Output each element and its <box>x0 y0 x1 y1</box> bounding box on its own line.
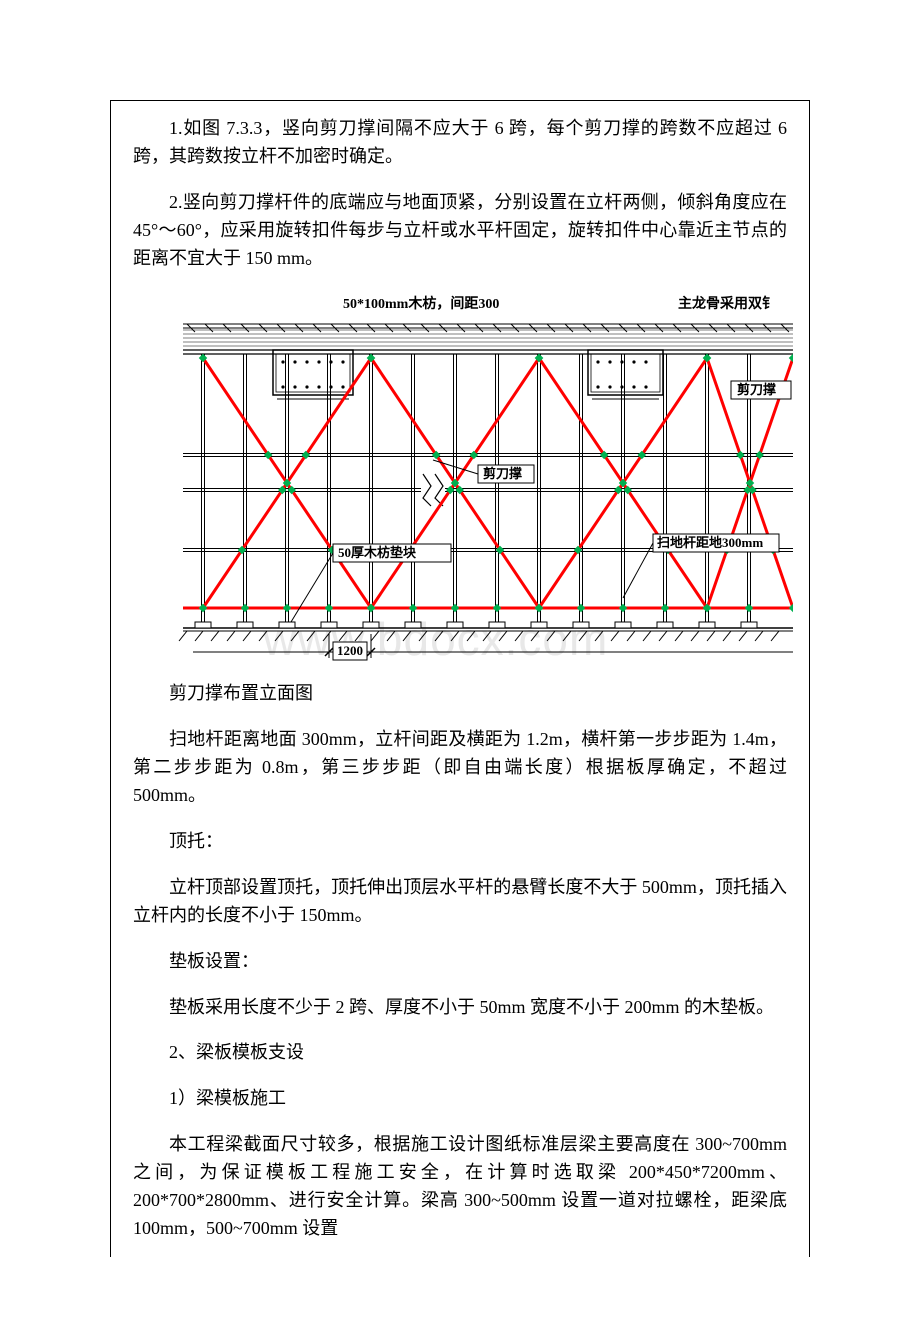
paragraph-8: 本工程梁截面尺寸较多，根据施工设计图纸标准层梁主要高度在 300~700mm 之… <box>133 1131 787 1243</box>
paragraph-2: 2.竖向剪刀撑杆件的底端应与地面顶紧，分别设置在立杆两侧，倾斜角度应在 45°～… <box>133 189 787 273</box>
paragraph-4: 立杆顶部设置顶托，顶托伸出顶层水平杆的悬臂长度不大于 500mm，顶托插入立杆内… <box>133 874 787 930</box>
paragraph-1: 1.如图 7.3.3，竖向剪刀撑间隔不应大于 6 跨，每个剪刀撑的跨数不应超过 … <box>133 115 787 171</box>
svg-text:1200: 1200 <box>337 643 363 658</box>
document-content-frame: 1.如图 7.3.3，竖向剪刀撑间隔不应大于 6 跨，每个剪刀撑的跨数不应超过 … <box>110 100 810 1257</box>
paragraph-6: 2、梁板模板支设 <box>133 1039 787 1067</box>
svg-text:50厚木枋垫块: 50厚木枋垫块 <box>338 545 417 560</box>
diagram-elevation: www.bdocx.com50*100mm木枋，间距300主龙骨采用双钅剪刀撑剪… <box>133 290 787 670</box>
paragraph-5: 垫板采用长度不少于 2 跨、厚度不小于 50mm 宽度不小于 200mm 的木垫… <box>133 994 787 1022</box>
heading-dingtuo: 顶托： <box>133 828 787 856</box>
svg-text:50*100mm木枋，间距300: 50*100mm木枋，间距300 <box>343 295 499 312</box>
svg-text:剪刀撑: 剪刀撑 <box>737 382 776 397</box>
svg-text:剪刀撑: 剪刀撑 <box>483 466 522 481</box>
diagram-svg: www.bdocx.com50*100mm木枋，间距300主龙骨采用双钅剪刀撑剪… <box>133 290 793 670</box>
paragraph-7: 1）梁模板施工 <box>133 1085 787 1113</box>
heading-dianban: 垫板设置： <box>133 948 787 976</box>
diagram-caption: 剪刀撑布置立面图 <box>133 680 787 708</box>
svg-text:www.bdocx.com: www.bdocx.com <box>262 613 608 665</box>
svg-text:主龙骨采用双钅: 主龙骨采用双钅 <box>678 295 776 312</box>
svg-text:扫地杆距地300mm: 扫地杆距地300mm <box>657 535 763 550</box>
paragraph-3: 扫地杆距离地面 300mm，立杆间距及横距为 1.2m，横杆第一步步距为 1.4… <box>133 726 787 810</box>
